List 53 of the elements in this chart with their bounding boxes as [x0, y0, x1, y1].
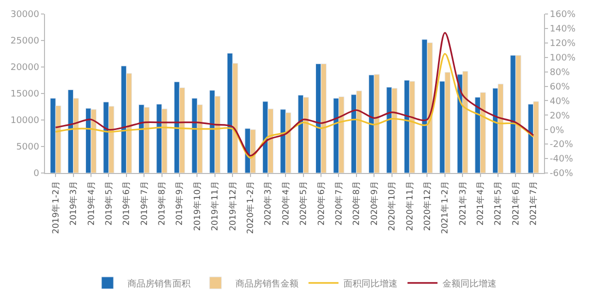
- x-tick-label: 2020年5月: [298, 180, 310, 226]
- x-tick-label: 2020年7月: [334, 180, 345, 226]
- line-series: [54, 32, 534, 156]
- y2-tick-label: 120%: [550, 39, 576, 50]
- y2-tick-label: -60%: [550, 169, 574, 180]
- y-tick-label: 0: [33, 169, 40, 180]
- legend-label: 面积同比增速: [344, 278, 398, 290]
- y2-tick-label: 0%: [550, 126, 565, 136]
- y2-tick-label: 160%: [550, 10, 576, 20]
- x-tick-label: 2019年11月: [210, 180, 221, 231]
- x-tick-label: 2021年4月: [475, 180, 486, 226]
- x-tick-label: 2021年5月: [492, 180, 504, 226]
- y2-tick-label: -40%: [550, 154, 574, 165]
- x-tick-label: 2021年7月: [528, 180, 540, 226]
- y-tick-label: 25000: [10, 36, 40, 47]
- y-tick-label: 5000: [16, 142, 40, 153]
- x-tick-label: 2019年9月: [174, 180, 186, 226]
- legend-label: 商品房销售金额: [236, 278, 298, 290]
- x-tick-label: 2019年10月: [192, 180, 203, 231]
- x-tick-label: 2021年1-2月: [440, 180, 451, 234]
- x-tick-label: 2020年6月: [316, 180, 327, 226]
- x-tick-label: 2019年4月: [86, 180, 97, 226]
- y2-tick-label: 100%: [550, 54, 576, 64]
- x-tick-label: 2019年3月: [68, 180, 80, 226]
- x-tick-label: 2020年1-2月: [245, 180, 256, 234]
- x-tick-label: 2019年12月: [227, 180, 238, 231]
- x-tick-label: 2019年5月: [103, 180, 114, 226]
- x-tick-label: 2020年10月: [386, 180, 398, 231]
- x-tick-label: 2019年1-2月: [50, 180, 62, 234]
- legend-label: 金额同比增速: [442, 278, 496, 290]
- y2-tick-label: 20%: [550, 111, 570, 122]
- x-tick-label: 2021年3月: [457, 180, 468, 226]
- y2-tick-label: 40%: [550, 96, 570, 107]
- legend-label: 商品房销售面积: [128, 278, 190, 290]
- x-tick-label: 2019年8月: [156, 180, 168, 226]
- x-tick-label: 2020年4月: [280, 180, 292, 226]
- y2-tick-label: 60%: [550, 82, 570, 92]
- y-tick-label: 10000: [10, 116, 40, 126]
- x-tick-label: 2020年8月: [351, 180, 362, 226]
- y2-tick-label: -20%: [550, 140, 574, 150]
- y2-tick-label: 140%: [550, 24, 576, 35]
- y-tick-label: 30000: [10, 10, 40, 20]
- x-tick-label: 2020年11月: [404, 180, 416, 231]
- line-series: [54, 52, 534, 159]
- y2-tick-label: 80%: [550, 68, 570, 78]
- x-tick-label: 2020年3月: [262, 180, 274, 226]
- x-tick-label: 2019年7月: [138, 180, 150, 226]
- y-tick-label: 15000: [10, 90, 40, 100]
- x-tick-label: 2019年6月: [121, 180, 132, 226]
- x-tick-label: 2020年12月: [422, 180, 433, 231]
- y-tick-label: 20000: [10, 63, 40, 74]
- x-tick-label: 2021年6月: [510, 180, 522, 226]
- x-tick-label: 2020年9月: [368, 180, 380, 226]
